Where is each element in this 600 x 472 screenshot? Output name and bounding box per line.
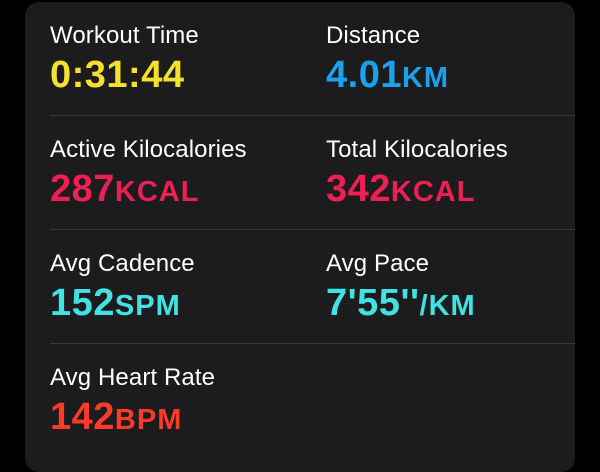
metric-value: 0:31:44 <box>50 54 184 97</box>
divider <box>50 229 575 230</box>
metric-number: 287 <box>50 168 115 210</box>
metric-value: 287KCAL <box>50 168 199 211</box>
metric-unit: KM <box>401 62 450 94</box>
metric-value: 7'55''/KM <box>326 282 476 325</box>
metric-avg-heart-rate: Avg Heart Rate 142BPM <box>50 344 320 458</box>
metric-workout-time: Workout Time 0:31:44 <box>50 2 320 116</box>
metric-number: 152 <box>50 282 115 324</box>
metric-label: Workout Time <box>50 22 199 49</box>
metric-total-kilocalories: Total Kilocalories 342KCAL <box>326 116 596 230</box>
metric-number: 4.01 <box>326 54 402 96</box>
metric-unit: /KM <box>419 290 476 322</box>
metric-label: Distance <box>326 22 421 49</box>
metrics-row-cadence-pace: Avg Cadence 152SPM Avg Pace 7'55''/KM <box>25 230 575 344</box>
metric-label: Avg Heart Rate <box>50 364 216 391</box>
metric-distance: Distance 4.01KM <box>326 2 596 116</box>
metric-label: Avg Pace <box>326 250 430 277</box>
metric-number: 142 <box>50 396 115 438</box>
metric-label: Total Kilocalories <box>326 136 508 163</box>
metric-number: 0:31:44 <box>50 54 185 96</box>
metric-value: 4.01KM <box>326 54 449 97</box>
metrics-row-heart-rate: Avg Heart Rate 142BPM <box>25 344 575 458</box>
metrics-row-kilocalories: Active Kilocalories 287KCAL Total Kiloca… <box>25 116 575 230</box>
metric-unit: BPM <box>114 404 183 436</box>
metric-number: 7'55'' <box>326 282 420 324</box>
metric-active-kilocalories: Active Kilocalories 287KCAL <box>50 116 320 230</box>
divider <box>50 343 575 344</box>
metric-avg-cadence: Avg Cadence 152SPM <box>50 230 320 344</box>
metric-value: 342KCAL <box>326 168 475 211</box>
metric-unit: SPM <box>114 290 181 322</box>
metric-number: 342 <box>326 168 391 210</box>
metric-unit: KCAL <box>390 176 476 208</box>
workout-summary-card: Workout Time 0:31:44 Distance 4.01KM Act… <box>25 2 575 472</box>
metrics-row-time-distance: Workout Time 0:31:44 Distance 4.01KM <box>25 2 575 116</box>
metric-unit: KCAL <box>114 176 200 208</box>
metric-value: 142BPM <box>50 396 182 439</box>
divider <box>50 115 575 116</box>
metric-label: Avg Cadence <box>50 250 195 277</box>
metric-value: 152SPM <box>50 282 181 325</box>
metric-label: Active Kilocalories <box>50 136 247 163</box>
metric-avg-pace: Avg Pace 7'55''/KM <box>326 230 596 344</box>
